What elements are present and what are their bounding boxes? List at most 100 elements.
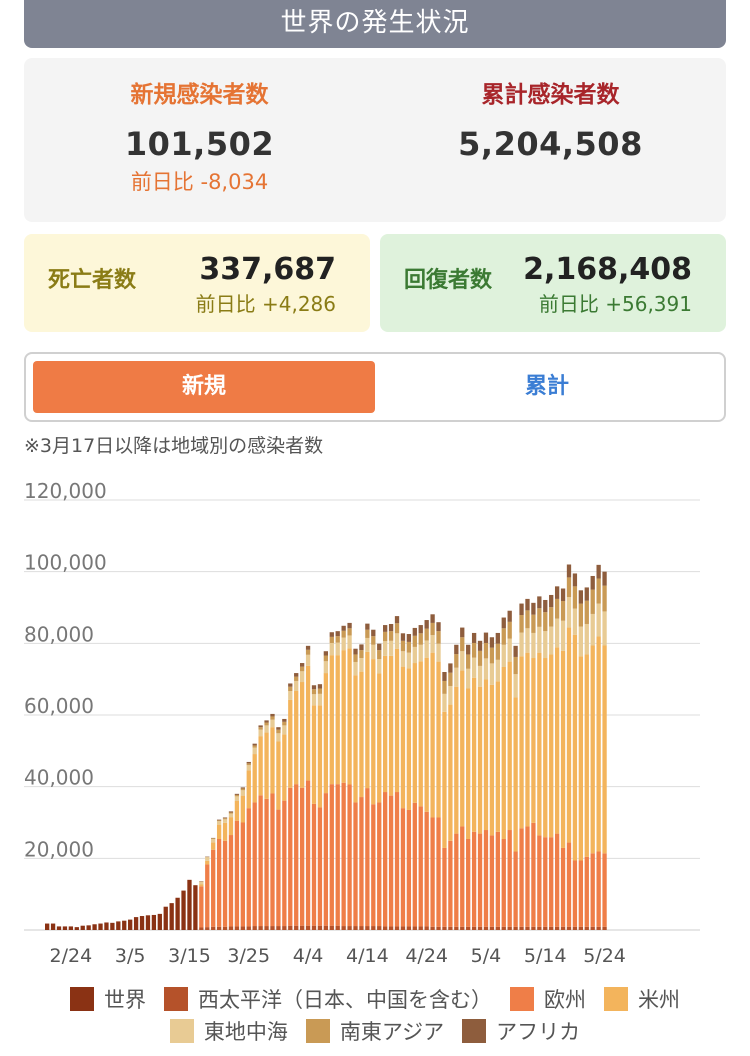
bar-segment [543, 658, 547, 837]
bar-segment [596, 565, 600, 579]
toggle-new-button[interactable]: 新規 [33, 361, 375, 413]
bar-segment [270, 716, 274, 719]
bar-segment [430, 817, 434, 926]
bar-segment [359, 650, 363, 658]
bar-segment [413, 926, 417, 930]
bar-segment [342, 926, 346, 930]
bar-segment [519, 615, 523, 633]
bar-segment [229, 835, 233, 926]
bar-segment [442, 848, 446, 927]
bar-segment [425, 812, 429, 927]
legend-item: 米州 [604, 984, 680, 1016]
bar-world [193, 885, 197, 930]
bar-segment [353, 926, 357, 930]
bar-world [110, 923, 114, 930]
bar-segment [211, 843, 215, 850]
bar-segment [567, 927, 571, 930]
bar-segment [496, 927, 500, 930]
legend-label: 東地中海 [204, 1020, 288, 1044]
bar-segment [502, 667, 506, 839]
bar-segment [519, 604, 523, 615]
bar-segment [591, 614, 595, 646]
bar-segment [502, 628, 506, 644]
bar-segment [306, 650, 310, 655]
bar-segment [347, 648, 351, 784]
legend-item: 南東アジア [306, 1016, 444, 1048]
bar-segment [353, 802, 357, 926]
x-axis-labels: 2/243/53/153/254/44/144/245/45/145/24 [50, 945, 626, 967]
summary-panel: 新規感染者数 101,502 前日比 -8,034 累計感染者数 5,204,5… [24, 58, 726, 222]
legend-swatch [170, 1019, 194, 1043]
bar-segment [330, 784, 334, 926]
bar-segment [223, 819, 227, 823]
bar-segment [377, 673, 381, 802]
bar-segment [365, 638, 369, 652]
bar-world [152, 915, 156, 930]
bar-segment [436, 644, 440, 662]
bar-segment [336, 643, 340, 656]
bar-segment [407, 653, 411, 669]
bar-segment [258, 725, 262, 727]
bar-segment [205, 864, 209, 927]
bar-segment [371, 926, 375, 930]
bar-segment [199, 886, 203, 927]
bar-segment [430, 623, 434, 635]
bar-segment [448, 841, 452, 927]
bar-segment [288, 700, 292, 788]
bar-segment [419, 806, 423, 926]
bar-world [122, 921, 126, 930]
bar-segment [229, 926, 233, 930]
x-tick-label: 3/5 [115, 945, 146, 967]
bar-segment [602, 611, 606, 645]
bar-segment [573, 586, 577, 608]
bar-segment [223, 818, 227, 819]
bar-segment [270, 926, 274, 930]
legend-label: 米州 [638, 988, 680, 1012]
bar-segment [276, 727, 280, 730]
recovered-label: 回復者数 [404, 266, 492, 296]
bar-segment [383, 641, 387, 656]
bar-world [45, 924, 49, 930]
bar-segment [270, 793, 274, 926]
bar-segment [602, 645, 606, 853]
bars [45, 565, 607, 931]
bar-segment [549, 927, 553, 930]
bar-segment [448, 705, 452, 841]
bar-segment [235, 795, 239, 796]
bar-segment [294, 673, 298, 677]
bar-segment [288, 691, 292, 700]
bar-segment [276, 926, 280, 930]
bar-segment [472, 643, 476, 658]
toggle-total-button[interactable]: 累計 [376, 361, 718, 413]
bar-segment [253, 744, 257, 746]
bar-segment [442, 927, 446, 930]
legend-row-1: 世界西太平洋（日本、中国を含む）欧州米州 [0, 984, 750, 1016]
legend-label: 南東アジア [340, 1020, 444, 1044]
bar-segment [241, 787, 245, 788]
bar-segment [531, 823, 535, 927]
bar-segment [395, 633, 399, 648]
bar-segment [306, 655, 310, 666]
bar-segment [211, 850, 215, 927]
x-tick-label: 2/24 [50, 945, 93, 967]
bar-segment [573, 860, 577, 926]
bar-segment [454, 834, 458, 927]
bar-segment [330, 643, 334, 655]
bar-segment [371, 804, 375, 926]
bar-segment [217, 839, 221, 927]
recovered-card: 回復者数 2,168,408 前日比 +56,391 [380, 234, 726, 332]
bar-segment [318, 705, 322, 807]
bar-segment [466, 645, 470, 655]
bar-segment [579, 626, 583, 656]
bar-segment [336, 631, 340, 636]
bar-segment [365, 926, 369, 930]
bar-segment [318, 926, 322, 930]
bar-segment [223, 817, 227, 818]
bar-segment [525, 610, 529, 628]
bar-segment [324, 656, 328, 662]
bar-segment [472, 927, 476, 930]
y-axis-labels: 20,00040,00060,00080,000100,000120,000 [24, 479, 107, 861]
bar-segment [436, 631, 440, 644]
bar-segment [596, 637, 600, 852]
bar-segment [531, 658, 535, 823]
